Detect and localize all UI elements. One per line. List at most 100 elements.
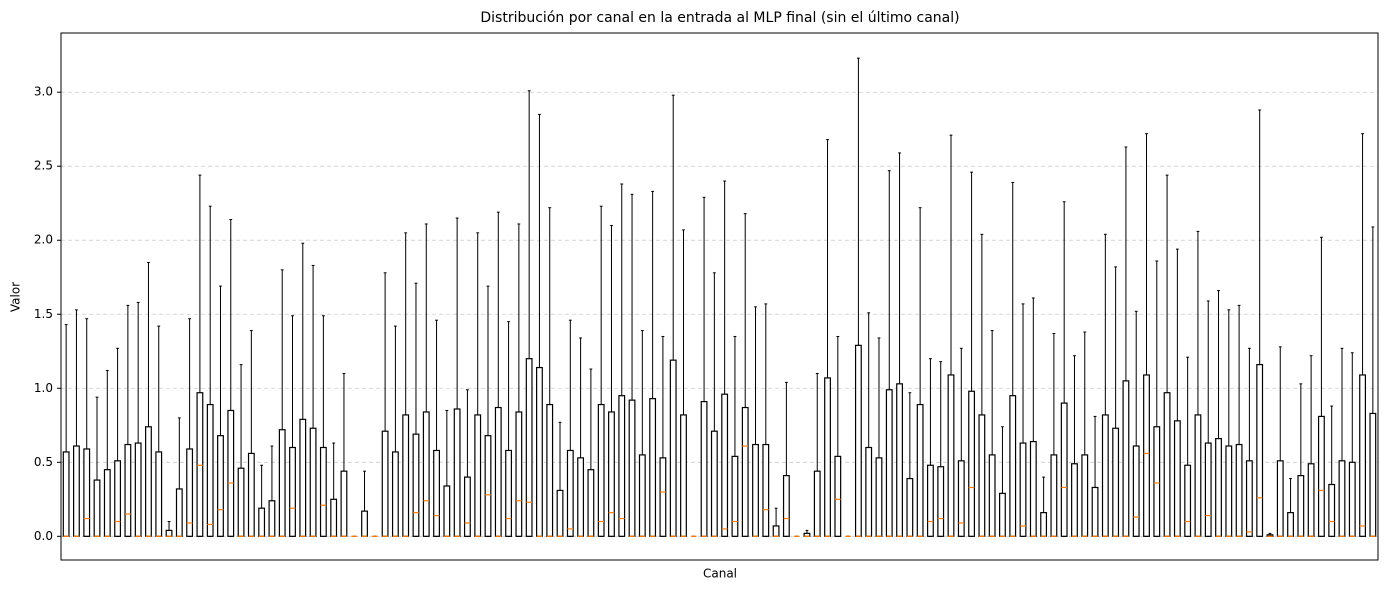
box [1194, 414, 1202, 537]
box [999, 492, 1006, 537]
box [83, 448, 91, 537]
box [1348, 461, 1356, 537]
box [505, 449, 513, 537]
box [319, 446, 327, 537]
box [1060, 402, 1068, 537]
box [1317, 415, 1325, 537]
box [638, 454, 646, 537]
box [1040, 512, 1048, 537]
box [443, 485, 451, 537]
box [762, 443, 770, 537]
box [278, 429, 286, 537]
box [546, 403, 554, 537]
box [741, 406, 749, 537]
box [330, 498, 338, 537]
box [957, 460, 965, 537]
box [854, 344, 862, 537]
box [1215, 438, 1222, 537]
box [628, 399, 636, 537]
box [896, 383, 903, 537]
box [453, 408, 461, 537]
box [937, 466, 945, 537]
box [1276, 460, 1284, 537]
box [361, 510, 368, 537]
box [1256, 363, 1264, 537]
box [885, 389, 893, 537]
box [1143, 374, 1150, 537]
box [1204, 442, 1212, 537]
box [1091, 486, 1099, 537]
box [145, 426, 152, 537]
box [165, 529, 173, 537]
box [1153, 426, 1161, 537]
box [978, 414, 986, 537]
box [62, 451, 70, 537]
box [536, 366, 543, 537]
y-axis-label: Valor [9, 282, 23, 312]
box [247, 452, 255, 537]
box [700, 401, 708, 537]
box [1132, 445, 1140, 537]
box [618, 395, 626, 537]
box [587, 469, 595, 537]
box [875, 457, 883, 537]
y-tick-label: 1.0 [34, 381, 53, 395]
box [73, 445, 80, 537]
box [597, 403, 605, 537]
box [1328, 483, 1336, 537]
box [463, 476, 471, 537]
box [1009, 395, 1017, 537]
box [680, 414, 687, 537]
box [155, 451, 163, 537]
box [186, 448, 194, 537]
box [134, 442, 142, 537]
box [340, 470, 348, 537]
box [669, 359, 677, 537]
box [299, 418, 307, 537]
box [93, 479, 101, 537]
box [525, 358, 533, 537]
box [988, 454, 996, 537]
box [710, 430, 718, 537]
box [906, 477, 914, 537]
y-tick-label: 0.5 [34, 455, 53, 469]
box [412, 433, 420, 537]
box [289, 446, 296, 537]
box [968, 390, 976, 537]
box [227, 409, 235, 537]
box [217, 435, 224, 537]
box [1081, 454, 1089, 537]
box [1071, 463, 1078, 537]
x-axis-label: Canal [703, 567, 737, 581]
box [1101, 414, 1109, 537]
box [916, 403, 924, 537]
box [1050, 454, 1058, 537]
box [309, 427, 317, 537]
box [947, 374, 955, 537]
box [1245, 460, 1253, 537]
box [577, 457, 585, 537]
box [433, 449, 440, 537]
box [721, 393, 729, 537]
box [391, 451, 399, 537]
box [1307, 463, 1315, 537]
box [1287, 512, 1294, 537]
box [813, 470, 821, 537]
box [731, 455, 739, 537]
box [1225, 445, 1233, 537]
plot-frame [60, 32, 1379, 561]
box [484, 435, 492, 537]
box [865, 446, 873, 537]
box [237, 467, 245, 537]
box [1297, 475, 1305, 537]
box [175, 488, 183, 537]
chart-title: Distribución por canal en la entrada al … [480, 10, 959, 26]
box [1173, 420, 1181, 537]
box [196, 392, 204, 537]
box [659, 457, 667, 537]
y-tick-label: 2.0 [34, 233, 53, 247]
box [1184, 464, 1192, 537]
box [1112, 427, 1120, 537]
box [1359, 374, 1366, 537]
